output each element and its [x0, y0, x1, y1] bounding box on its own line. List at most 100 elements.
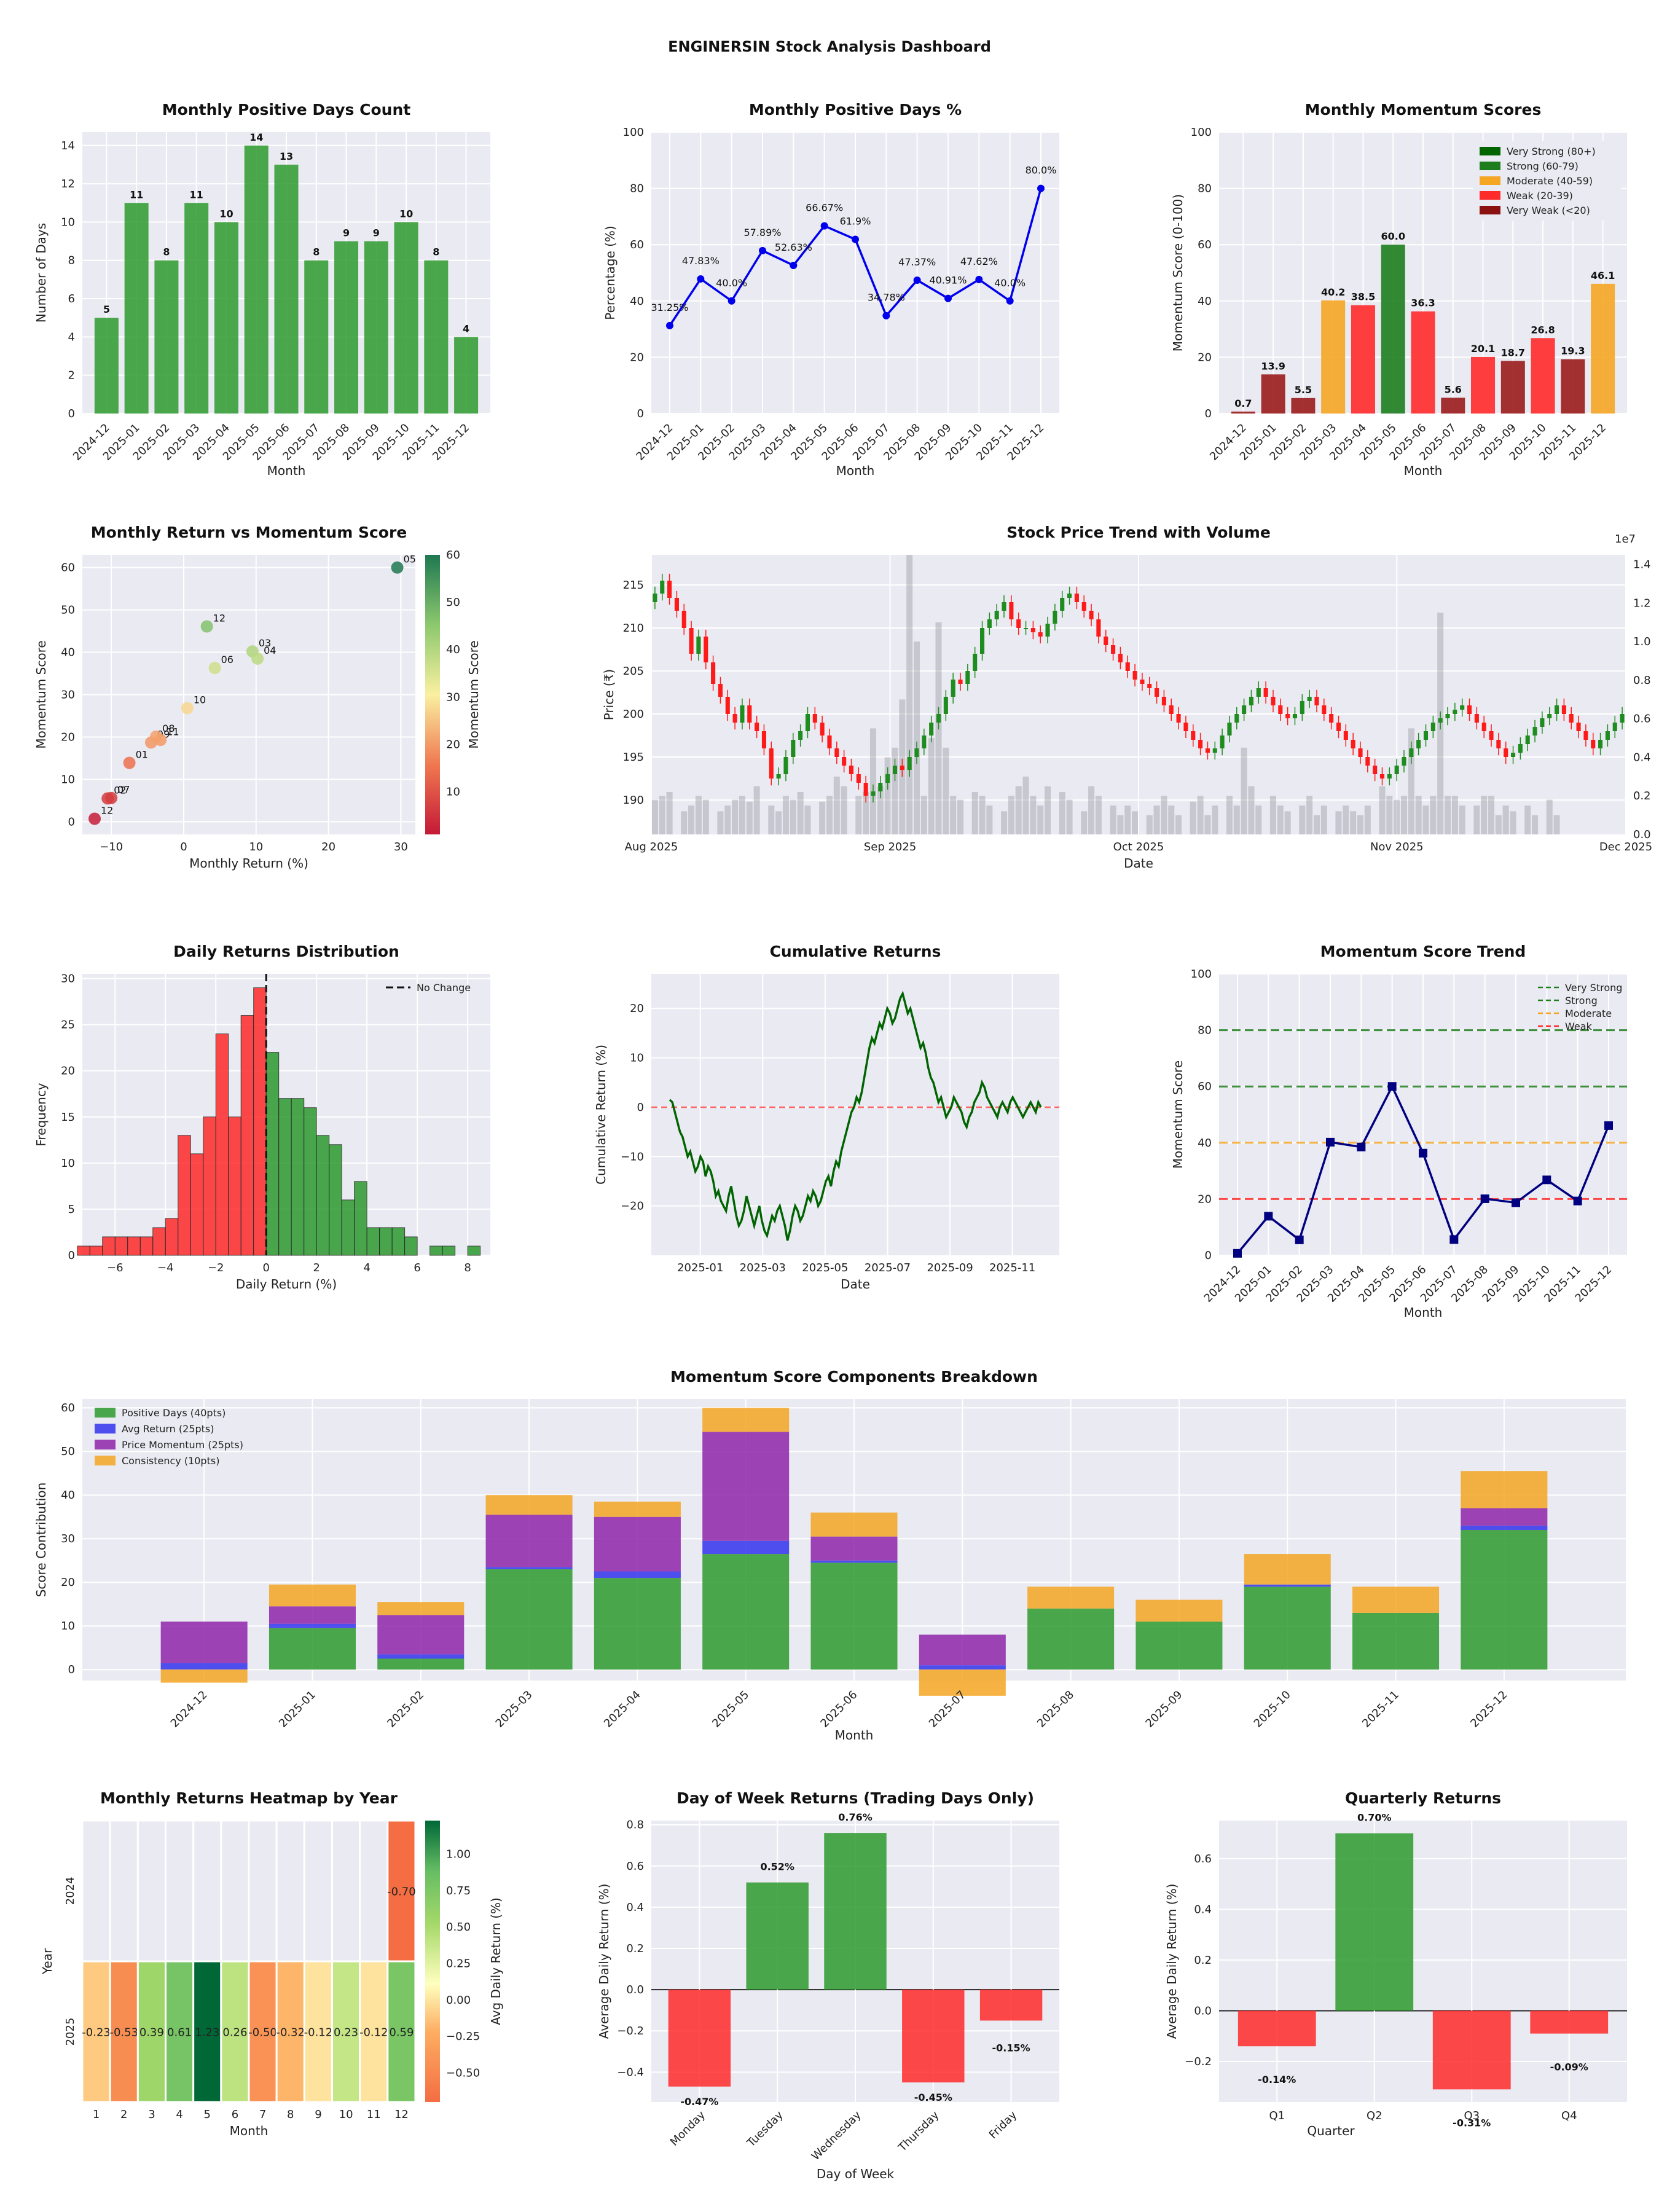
stack-segment [377, 1602, 465, 1615]
volume-bar [681, 811, 688, 834]
bar [334, 241, 359, 414]
y-tick-label: 40 [61, 1489, 75, 1502]
candle-body [1467, 705, 1472, 714]
bar [154, 260, 179, 414]
y-tick-label: 30 [61, 1532, 75, 1545]
candle-body [747, 705, 752, 723]
x-axis-label: Month [267, 463, 306, 478]
candle-body [936, 714, 941, 723]
data-point [1449, 1235, 1459, 1244]
bar-value-label: -0.47% [680, 2096, 718, 2108]
heatmap-value: 1.23 [195, 2026, 219, 2039]
bar-value-label: 5 [103, 304, 110, 315]
bar-value-label: 5.6 [1445, 383, 1462, 395]
y-tick-label: 0 [637, 1101, 644, 1114]
bar-value-label: 10 [399, 208, 413, 219]
y-axis-label: Momentum Score [1171, 1061, 1185, 1169]
volume-bar [1444, 796, 1451, 834]
x-tick-label: 2025-10 [1252, 1688, 1293, 1730]
hist-bar [178, 1135, 191, 1256]
hist-bar [203, 1116, 216, 1256]
hist-bar [304, 1107, 317, 1256]
stack-segment [1352, 1612, 1440, 1670]
candle-body [1402, 757, 1406, 766]
volume-bar [1553, 815, 1560, 834]
x-tick-label: 4 [176, 2108, 182, 2121]
volume-bar [1124, 805, 1131, 834]
volume-bar [1146, 815, 1153, 834]
stack-segment [1461, 1508, 1548, 1526]
candle-body [1285, 714, 1290, 718]
x-tick-label: 7 [259, 2108, 266, 2121]
heatmap-cell [386, 1960, 417, 2103]
legend-label: Very Strong [1565, 982, 1622, 994]
volume-bar [1299, 805, 1306, 834]
hist-bar [316, 1135, 330, 1256]
heatmap-value: 0.61 [167, 2026, 192, 2039]
y-tick-label: 0 [68, 815, 75, 828]
candle-body [696, 637, 701, 654]
stack-segment [810, 1512, 898, 1537]
volume-bar [782, 796, 789, 834]
stack-segment [1244, 1584, 1331, 1587]
data-point [759, 246, 766, 254]
x-tick-label: Q2 [1367, 2109, 1382, 2122]
bar [364, 241, 388, 414]
data-point [1326, 1137, 1335, 1147]
y-axis-label: Price (₹) [602, 669, 616, 720]
legend-label: Price Momentum (25pts) [122, 1439, 243, 1451]
candle-body [1147, 684, 1152, 688]
y-tick-label: 2025 [64, 2018, 77, 2046]
candle-body [1547, 714, 1552, 718]
point-value-label: 80.0% [1026, 165, 1057, 176]
point-label: 05 [404, 554, 416, 565]
volume-bar [1015, 786, 1022, 834]
data-point [1006, 297, 1014, 305]
y-tick-label: −0.4 [617, 2066, 644, 2079]
bar [1432, 2010, 1511, 2090]
volume-bar [1350, 811, 1357, 834]
legend-swatch [95, 1456, 116, 1465]
volume-bar [1037, 805, 1044, 834]
x-tick-label: 30 [394, 841, 408, 853]
x-tick-label: 12 [394, 2108, 409, 2121]
x-axis-label: Month [836, 463, 875, 478]
candle-body [849, 766, 854, 774]
stack-segment [1244, 1554, 1331, 1585]
scatter-point [88, 812, 101, 825]
y-tick-label: 20 [61, 731, 75, 743]
bar-value-label: 14 [249, 131, 263, 143]
candle-body [805, 714, 810, 731]
y-tick-label: 2024 [64, 1877, 77, 1905]
candle-body [1242, 705, 1247, 714]
candle-body [1540, 718, 1545, 727]
candle-body [1169, 705, 1174, 714]
volume-tick-label: 0.8 [1633, 674, 1651, 687]
plot-area [1219, 1821, 1627, 2102]
colorbar-tick-label: −0.25 [446, 2030, 480, 2043]
candle-body [1089, 611, 1094, 619]
x-tick-label: 0 [262, 1261, 269, 1274]
data-point [975, 275, 983, 283]
point-label: 07 [117, 784, 130, 796]
heatmap-cell [303, 1960, 334, 2103]
candle-body [1009, 602, 1014, 619]
x-axis-label: Day of Week [817, 2167, 895, 2181]
y-axis-label: Number of Days [34, 223, 49, 323]
chart-title: Day of Week Returns (Trading Days Only) [677, 1789, 1034, 1807]
heatmap-value: -0.53 [109, 2026, 138, 2039]
heatmap-value: 0.23 [334, 2026, 358, 2039]
x-tick-label: 2025-03 [493, 1688, 535, 1730]
volume-bar [1190, 801, 1196, 834]
y-tick-label: 0.6 [626, 1860, 644, 1873]
stack-segment [377, 1615, 465, 1655]
data-point [1573, 1196, 1582, 1206]
candle-body [1343, 731, 1348, 740]
candle-body [1183, 723, 1188, 731]
x-axis-label: Quarter [1307, 2124, 1355, 2138]
hist-bar [341, 1199, 355, 1256]
x-tick-label: 9 [315, 2108, 321, 2121]
volume-bar [877, 786, 884, 834]
candle-body [1249, 697, 1254, 705]
bar-value-label: 19.3 [1561, 345, 1585, 357]
